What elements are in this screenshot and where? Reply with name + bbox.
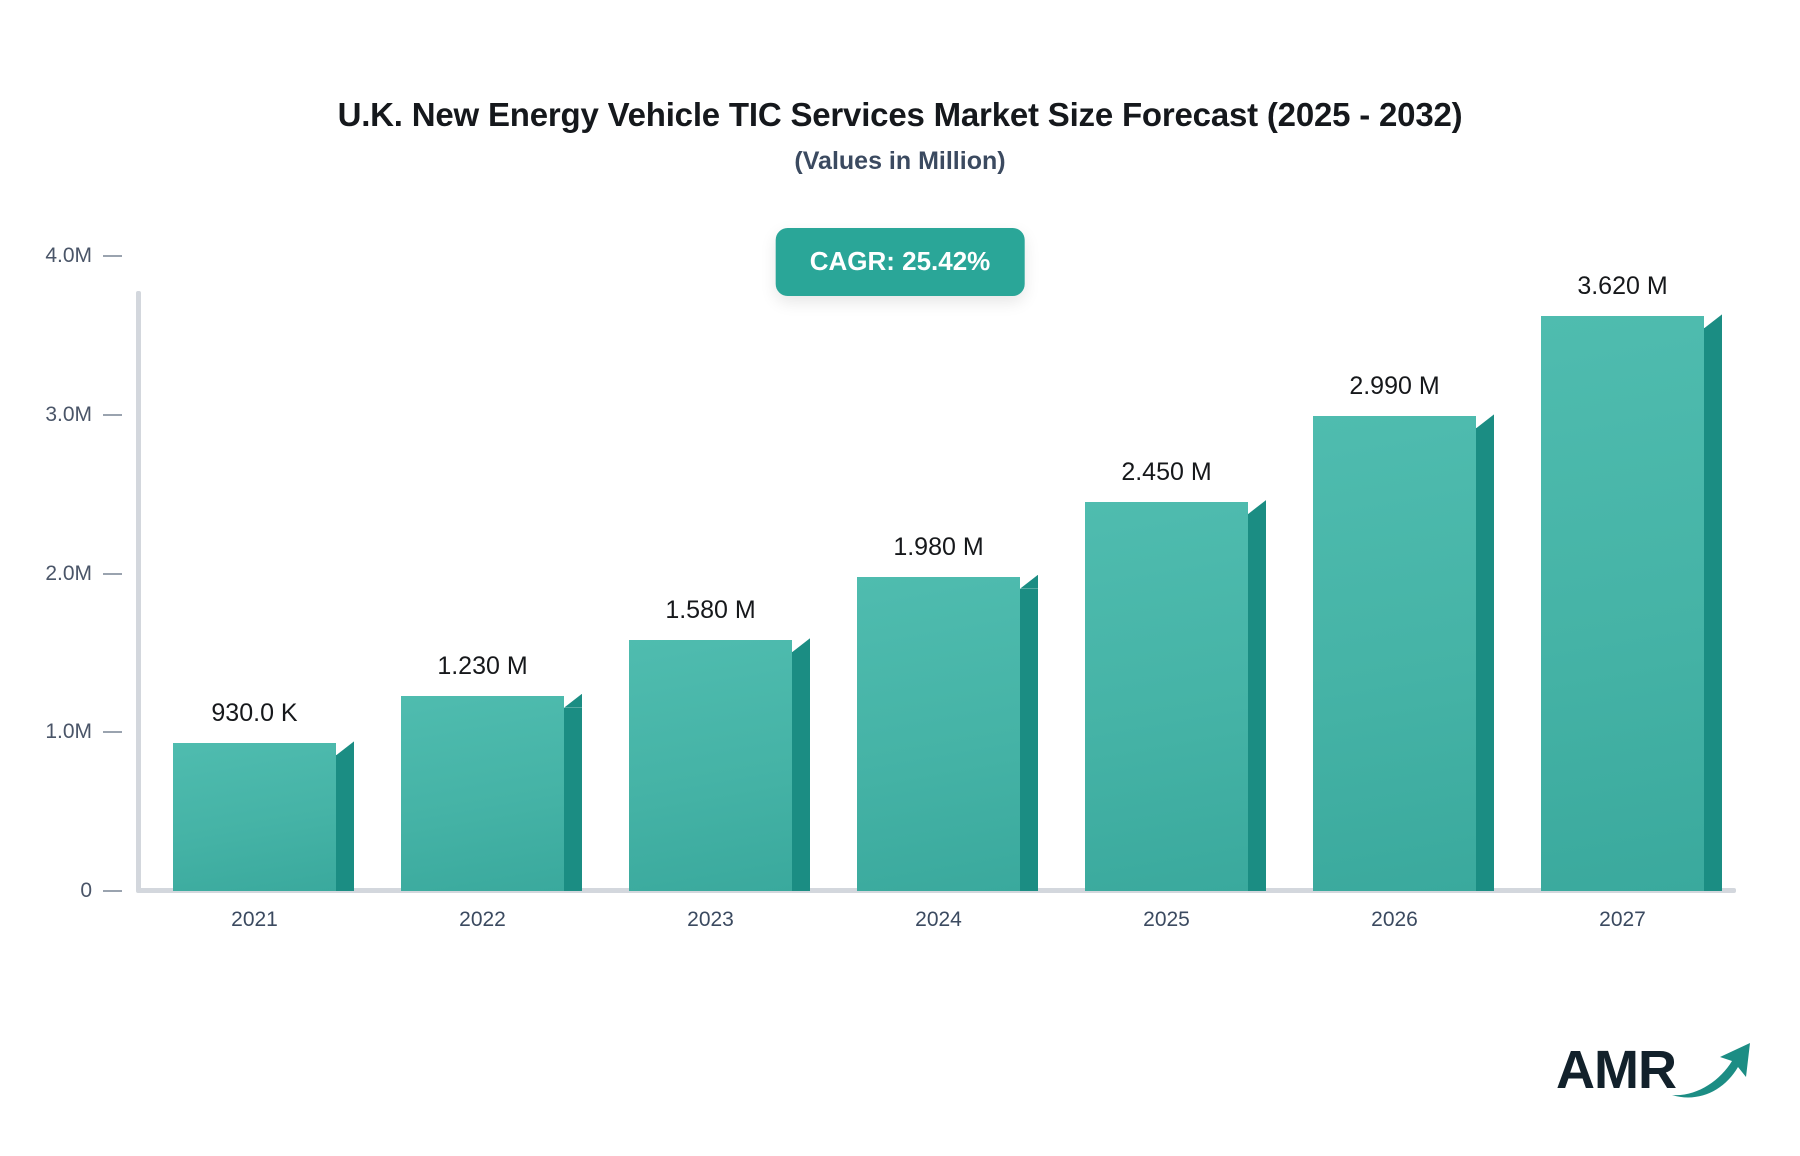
y-axis-tick: 2.0M — [0, 561, 130, 585]
bar[interactable] — [401, 693, 582, 891]
y-axis-tick: 4.0M — [0, 244, 130, 267]
bar[interactable] — [173, 741, 354, 891]
bar-value-label: 930.0 K — [211, 699, 298, 728]
y-axis-tick: 0 — [0, 879, 130, 902]
y-axis-tick-mark — [103, 255, 122, 257]
y-axis-tick-label: 4.0M — [45, 244, 92, 267]
bar-side-face — [1476, 428, 1494, 891]
bar-side-face — [564, 707, 582, 891]
x-axis-label: 2024 — [915, 908, 962, 931]
bar-side-face — [1248, 514, 1266, 891]
y-axis-tick: 3.0M — [0, 402, 130, 426]
bar-side-face — [792, 652, 810, 891]
bar-top-face — [1248, 500, 1266, 515]
bar-front-face — [1541, 316, 1704, 891]
bar[interactable] — [629, 638, 810, 891]
bar-value-label: 1.980 M — [893, 532, 984, 561]
bar-top-face — [1704, 314, 1722, 329]
bar-side-face — [1704, 328, 1722, 891]
bar[interactable] — [857, 574, 1038, 891]
y-axis-tick: 1.0M — [0, 720, 130, 744]
y-axis-tick-label: 1.0M — [45, 720, 92, 744]
x-axis-label: 2027 — [1599, 908, 1646, 931]
x-axis-label: 2023 — [687, 908, 734, 931]
x-axis-label: 2022 — [459, 908, 506, 931]
bar[interactable] — [1085, 500, 1266, 891]
bar-side-face — [1020, 588, 1038, 891]
x-axis-label: 2021 — [231, 908, 278, 931]
chart-subtitle: (Values in Million) — [794, 147, 1006, 175]
bar[interactable] — [1313, 414, 1494, 891]
bar-front-face — [173, 743, 336, 891]
bar-front-face — [401, 695, 564, 891]
bar-front-face — [1313, 416, 1476, 891]
y-axis-line — [136, 291, 141, 891]
bar-value-label: 2.990 M — [1349, 372, 1440, 401]
bar-top-face — [1476, 414, 1494, 429]
y-axis-tick-label: 2.0M — [45, 561, 92, 585]
y-axis-tick-mark — [103, 413, 122, 416]
bar-top-face — [336, 741, 354, 756]
bar-front-face — [629, 640, 792, 891]
bar-value-label: 2.450 M — [1121, 458, 1212, 487]
bar-top-face — [792, 638, 810, 653]
cagr-badge: CAGR: 25.42% — [775, 228, 1025, 296]
x-axis-label: 2025 — [1143, 908, 1190, 931]
bar-front-face — [1085, 502, 1248, 891]
bar-value-label: 1.580 M — [665, 596, 756, 625]
bar[interactable] — [1541, 314, 1722, 891]
growth-arrow-icon — [1670, 1041, 1756, 1108]
bar-top-face — [564, 693, 582, 708]
amr-logo-text: AMR — [1556, 1039, 1677, 1100]
y-axis-tick-label: 3.0M — [45, 402, 92, 426]
bar-top-face — [1020, 574, 1038, 589]
y-axis-tick-mark — [103, 890, 122, 892]
bar-value-label: 3.620 M — [1577, 272, 1668, 301]
bar-value-label: 1.230 M — [437, 651, 528, 680]
bar-front-face — [857, 576, 1020, 891]
y-axis-tick-mark — [103, 572, 122, 575]
bar-side-face — [336, 755, 354, 891]
x-axis-label: 2026 — [1371, 908, 1418, 931]
y-axis-tick-label: 0 — [80, 879, 92, 902]
amr-logo: AMR — [1556, 1031, 1756, 1108]
page-title: U.K. New Energy Vehicle TIC Services Mar… — [337, 96, 1463, 133]
y-axis-tick-mark — [103, 731, 122, 734]
